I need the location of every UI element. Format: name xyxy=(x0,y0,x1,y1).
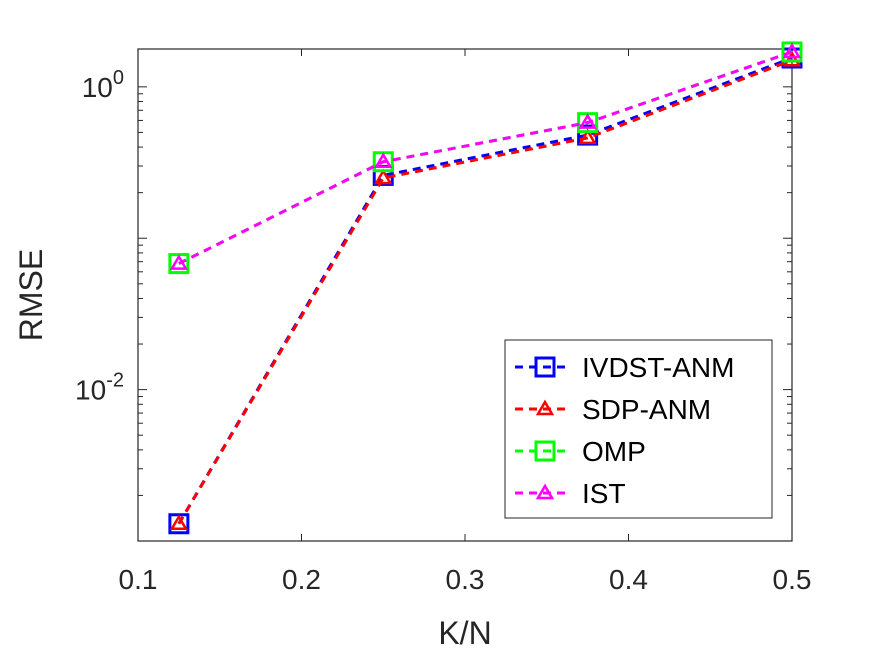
series-line xyxy=(178,50,793,265)
series-sdp-anm xyxy=(169,50,802,531)
legend-item-ivdst-anm: IVDST-ANM xyxy=(515,352,734,383)
data-point xyxy=(578,113,597,129)
x-tick-label: 0.5 xyxy=(773,564,812,595)
data-point xyxy=(169,254,189,270)
legend-label: OMP xyxy=(582,436,646,467)
legend-label: SDP-ANM xyxy=(582,394,711,425)
legend-item-sdp-anm: SDP-ANM xyxy=(515,394,711,425)
legend-box xyxy=(504,339,773,519)
legend-label: IST xyxy=(582,478,626,509)
legend-marker xyxy=(534,440,556,462)
x-tick-label: 0.2 xyxy=(282,564,321,595)
legend-item-omp: OMP xyxy=(515,436,646,467)
y-tick-label: 10-2 xyxy=(75,370,124,406)
ticks-layer: 0.1 0.2 0.3 0.4 0.5 100 10-2 xyxy=(75,49,811,595)
legend-item-ist: IST xyxy=(515,478,626,509)
series-line xyxy=(177,58,793,525)
data-point xyxy=(578,128,597,145)
legend-label: IVDST-ANM xyxy=(582,352,734,383)
series-ist xyxy=(169,42,802,270)
data-point xyxy=(782,50,802,67)
data-point xyxy=(169,514,189,531)
series-layer xyxy=(168,41,803,535)
data-point xyxy=(374,152,393,169)
legend: IVDST-ANM SDP-ANM OMP IST xyxy=(504,339,773,519)
x-axis-label: K/N xyxy=(438,615,491,651)
x-tick-label: 0.3 xyxy=(446,564,485,595)
data-point xyxy=(782,42,802,59)
x-tick-label: 0.1 xyxy=(119,564,158,595)
y-tick-label: 100 xyxy=(82,67,124,103)
legend-marker xyxy=(534,356,556,378)
legend-marker xyxy=(535,483,555,500)
data-point xyxy=(374,168,393,185)
x-tick-label: 0.4 xyxy=(609,564,648,595)
legend-marker xyxy=(535,399,555,416)
y-axis-label: RMSE xyxy=(13,249,49,341)
